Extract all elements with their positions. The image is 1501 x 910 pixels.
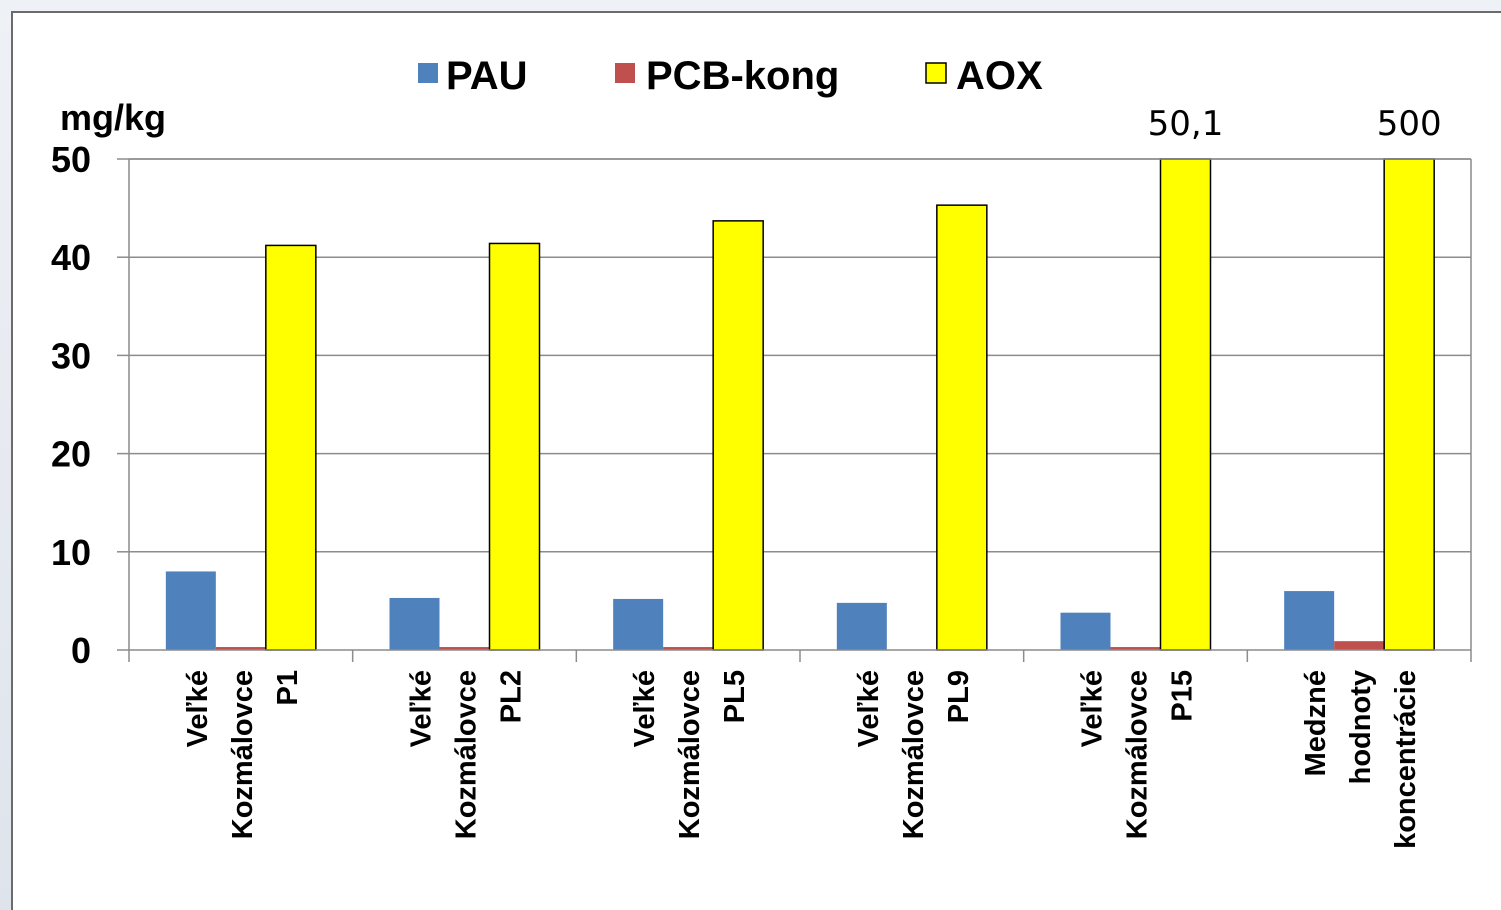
x-category-label: Veľké Kozmálovce P1 — [182, 670, 304, 839]
x-category-label-line: hodnoty — [1345, 670, 1377, 784]
bar-aox — [1159, 158, 1212, 651]
axes — [117, 158, 1472, 662]
legend-label: PCB-kong — [646, 54, 839, 98]
bar-pau — [613, 598, 664, 650]
y-axis-unit-label: mg/kg — [60, 97, 166, 138]
y-tick-label: 20 — [51, 434, 91, 475]
gridlines — [129, 158, 1471, 553]
x-category-label-line: Veľké — [629, 670, 661, 747]
x-category-label-line: Veľké — [853, 670, 885, 747]
bar-pcb-kong — [439, 647, 490, 650]
data-label: 500 — [1377, 104, 1442, 144]
data-label: 50,1 — [1148, 104, 1224, 144]
x-category-label-line: Kozmálovce — [674, 670, 706, 839]
x-category-label-line: P1 — [272, 670, 304, 705]
bar-aox — [1383, 158, 1435, 651]
bar-pcb-kong — [1334, 641, 1385, 650]
x-category-label: Veľké Kozmálovce P15 — [1077, 670, 1199, 839]
y-tick-label: 30 — [51, 335, 91, 376]
x-category-label-line: koncentrácie — [1390, 670, 1422, 849]
x-category-label-line: Kozmálovce — [451, 670, 483, 839]
y-tick-label: 10 — [51, 532, 91, 573]
bar-pau — [389, 597, 440, 650]
bar-pcb-kong — [1110, 647, 1161, 650]
bar-pau — [1284, 591, 1335, 650]
bar-pcb-kong — [215, 647, 266, 650]
legend-swatch — [615, 63, 635, 83]
legend-label: AOX — [956, 54, 1043, 98]
bars — [165, 158, 1435, 651]
x-category-label-line: Veľké — [406, 670, 438, 747]
bar-pcb-kong — [663, 647, 714, 650]
x-category-label-line: Veľké — [1077, 670, 1109, 747]
x-category-label: Medzné hodnoty koncentrácie — [1300, 670, 1422, 849]
bar-aox — [488, 242, 541, 651]
x-category-label-line: Medzné — [1300, 670, 1332, 776]
x-category-label-line: PL2 — [496, 670, 528, 723]
legend-swatch — [418, 63, 438, 83]
x-category-label-line: Kozmálovce — [227, 670, 259, 839]
y-tick-label: 40 — [51, 237, 91, 278]
legend-label: PAU — [446, 54, 527, 98]
legend: PAU PCB-kong AOX — [418, 54, 1043, 98]
bar-aox — [265, 244, 317, 651]
bar-pau — [165, 571, 216, 650]
bar-pau — [836, 602, 887, 650]
bar-pau — [1060, 612, 1111, 650]
x-category-label-line: Veľké — [182, 670, 214, 747]
x-category-label-line: P15 — [1167, 670, 1199, 722]
y-tick-label: 0 — [71, 630, 91, 671]
legend-swatch — [925, 62, 947, 84]
y-tick-label: 50 — [51, 139, 91, 180]
x-category-label-line: PL5 — [719, 670, 751, 723]
x-category-label-line: Kozmálovce — [1122, 670, 1154, 839]
x-category-label: Veľké Kozmálovce PL5 — [629, 670, 751, 839]
x-category-label-line: Kozmálovce — [898, 670, 930, 839]
bar-aox — [712, 220, 764, 651]
x-category-label-line: PL9 — [943, 670, 975, 723]
bar-aox — [936, 204, 988, 651]
x-category-label: Veľké Kozmálovce PL2 — [406, 670, 528, 839]
x-category-label: Veľké Kozmálovce PL9 — [853, 670, 975, 839]
